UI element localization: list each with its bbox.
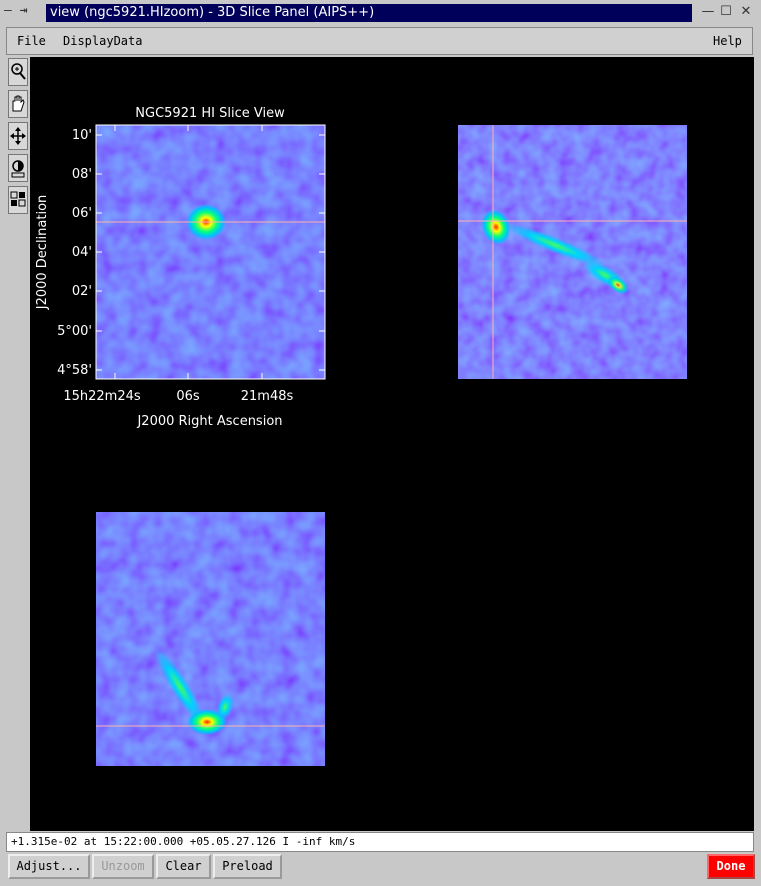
window-titlebar: — ⇥ view (ngc5921.HIzoom) - 3D Slice Pan… xyxy=(0,0,761,26)
done-button[interactable]: Done xyxy=(707,854,755,879)
close-icon[interactable]: ✕ xyxy=(740,4,752,19)
x-tick-label: 21m48s xyxy=(241,389,294,404)
layout-icon[interactable] xyxy=(8,186,28,214)
x-axis-label: J2000 Right Ascension xyxy=(136,414,282,429)
maximize-icon[interactable]: ☐ xyxy=(720,4,732,19)
zoom-icon[interactable] xyxy=(8,58,28,86)
y-tick-label: 4°58' xyxy=(57,363,92,378)
window-menu-icon[interactable]: — ⇥ xyxy=(4,3,28,18)
y-axis-label: J2000 Declination xyxy=(35,195,50,311)
colormap-adjust-icon[interactable] xyxy=(8,154,28,182)
adjust-button[interactable]: Adjust... xyxy=(8,854,90,879)
menu-help[interactable]: Help xyxy=(713,34,742,48)
pan-hand-icon[interactable] xyxy=(8,90,28,118)
y-tick-label: 5°00' xyxy=(57,324,92,339)
x-tick-label: 06s xyxy=(176,389,200,404)
window-title: view (ngc5921.HIzoom) - 3D Slice Panel (… xyxy=(46,4,692,22)
y-tick-label: 06' xyxy=(72,206,92,221)
x-tick-label: 15h22m24s xyxy=(63,389,141,404)
y-tick-label: 10' xyxy=(72,128,92,143)
y-tick-label: 04' xyxy=(72,245,92,260)
slice-panel-ra-dec[interactable]: NGC5921 HI Slice View 10' 08' 06' 04' 02… xyxy=(35,106,326,429)
unzoom-button[interactable]: Unzoom xyxy=(92,854,154,879)
position-readout: +1.315e-02 at 15:22:00.000 +05.05.27.126… xyxy=(6,832,754,852)
slice-panel-velocity-ra[interactable] xyxy=(96,512,325,766)
preload-button[interactable]: Preload xyxy=(213,854,282,879)
menubar: File DisplayData Help xyxy=(6,27,753,55)
move-crosshair-icon[interactable] xyxy=(8,122,28,150)
menu-file[interactable]: File xyxy=(17,34,46,48)
y-tick-label: 08' xyxy=(72,167,92,182)
slice-panel-dec-velocity[interactable] xyxy=(458,125,687,379)
minimize-icon[interactable]: — xyxy=(701,4,715,19)
y-tick-label: 02' xyxy=(72,284,92,299)
clear-button[interactable]: Clear xyxy=(156,854,211,879)
display-canvas[interactable]: NGC5921 HI Slice View 10' 08' 06' 04' 02… xyxy=(30,57,754,831)
panel-title: NGC5921 HI Slice View xyxy=(135,106,285,121)
menu-displaydata[interactable]: DisplayData xyxy=(63,34,143,48)
